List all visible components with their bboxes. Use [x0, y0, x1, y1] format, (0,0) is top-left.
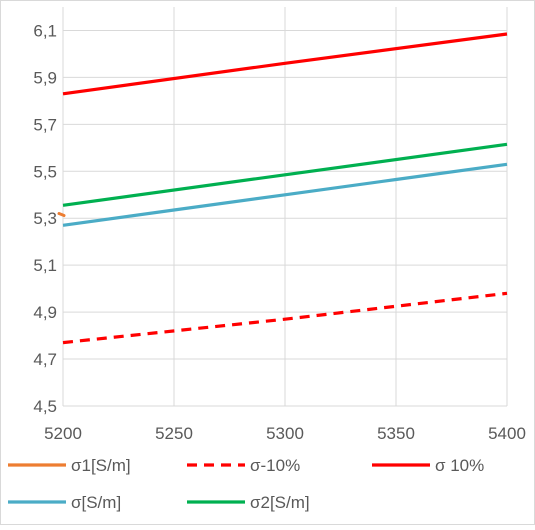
y-tick-label: 5,7: [33, 115, 57, 134]
y-tick-label: 5,3: [33, 209, 57, 228]
x-tick-label: 5350: [377, 424, 415, 443]
series-5-line: [62, 142, 508, 207]
x-tick-label: 5250: [155, 424, 193, 443]
legend-label-series-3: σ 10%: [435, 456, 484, 475]
series-lines: [57, 32, 508, 345]
series-2-line: [62, 291, 508, 345]
x-tick-label: 5400: [488, 424, 526, 443]
legend-label-series-1: σ1[S/m]: [71, 456, 131, 475]
legend-label-series-2: σ-10%: [250, 456, 300, 475]
y-tick-label: 6,1: [33, 21, 57, 40]
legend-label-series-5: σ2[S/m]: [250, 493, 310, 512]
x-tick-label: 5300: [266, 424, 304, 443]
tick-labels: 4,5 4,7 4,9 5,1 5,3 5,5 5,7 5,9 6,1 5200 5250 5300 5…: [33, 21, 526, 443]
y-tick-label: 4,5: [33, 397, 57, 416]
series-4-line: [62, 162, 508, 227]
series-3-line: [62, 32, 508, 96]
y-tick-label: 5,1: [33, 256, 57, 275]
gridlines: [62, 7, 508, 407]
x-tick-label: 5200: [44, 424, 82, 443]
legend: σ1[S/m] σ-10% σ 10% σ[S/m] σ2[S/m]: [8, 456, 484, 512]
y-tick-label: 5,5: [33, 162, 57, 181]
legend-label-series-4: σ[S/m]: [71, 493, 121, 512]
y-tick-label: 5,9: [33, 68, 57, 87]
y-tick-label: 4,7: [33, 350, 57, 369]
y-tick-label: 4,9: [33, 303, 57, 322]
series-1-point: [57, 212, 66, 218]
